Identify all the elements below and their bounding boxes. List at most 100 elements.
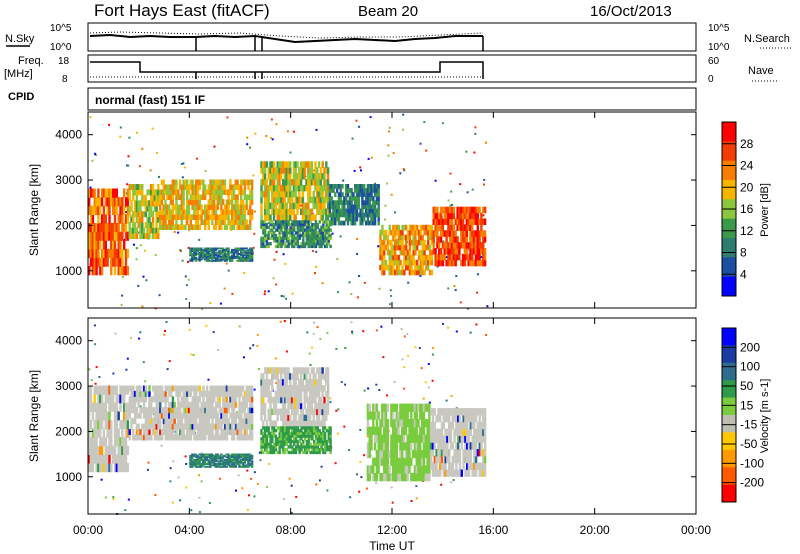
echo-cell xyxy=(241,257,245,259)
echo-cell xyxy=(164,434,167,441)
echo-cell xyxy=(141,390,144,397)
echo-cell xyxy=(135,390,139,397)
echo-cell xyxy=(119,231,122,241)
echo-cell xyxy=(271,236,274,240)
echo-cell xyxy=(346,188,350,193)
echo-cell xyxy=(205,396,209,403)
echo-cell xyxy=(260,396,263,404)
echo-cell xyxy=(419,259,423,266)
echo-cell xyxy=(301,408,305,416)
echo-cell xyxy=(135,385,139,392)
echo-cell xyxy=(335,216,339,222)
echo-cell xyxy=(193,204,196,210)
echo-cell xyxy=(461,218,465,225)
echo-cell xyxy=(227,253,230,255)
echo-cell xyxy=(287,414,290,421)
cpid-panel xyxy=(87,87,697,111)
echo-cell xyxy=(455,442,458,450)
echo-cell xyxy=(314,220,318,224)
echo-cell xyxy=(317,184,321,192)
echo-cell xyxy=(458,242,461,249)
echo-cell xyxy=(236,251,239,254)
echo-cell xyxy=(379,229,382,236)
echo-cell xyxy=(160,429,164,435)
echo-cell xyxy=(393,473,397,482)
echo-cell xyxy=(214,209,218,215)
echo-cell xyxy=(177,434,180,441)
echo-cell xyxy=(137,412,140,419)
echo-cell xyxy=(417,239,421,246)
echo-cell xyxy=(271,434,274,438)
echo-cell xyxy=(298,228,301,232)
echo-cell xyxy=(480,259,483,267)
echo-cell xyxy=(99,205,102,215)
echo-cell xyxy=(469,442,472,450)
echo-cell xyxy=(326,179,330,186)
echo-cell xyxy=(300,233,303,238)
echo-cell xyxy=(273,426,276,430)
echo-cell xyxy=(155,434,158,441)
echo-cell xyxy=(289,167,292,174)
echo-cell xyxy=(302,431,305,435)
echo-cell xyxy=(262,434,265,438)
echo-cell xyxy=(177,224,180,230)
echo-cell xyxy=(421,426,424,435)
echo-cell xyxy=(168,434,171,441)
echo-cell xyxy=(474,242,478,249)
echo-cell xyxy=(263,390,267,398)
echo-cell xyxy=(148,216,151,223)
echo-cell xyxy=(200,401,203,408)
echo-cell xyxy=(99,385,102,395)
noise-cell xyxy=(466,191,469,194)
echo-cell xyxy=(322,439,325,444)
echo-cell xyxy=(262,396,265,404)
echo-cell xyxy=(249,219,252,225)
noise-cell xyxy=(166,368,169,371)
echo-cell xyxy=(283,431,287,435)
echo-cell xyxy=(281,184,285,192)
echo-cell xyxy=(182,224,185,230)
echo-cell xyxy=(320,242,323,246)
noise-cell xyxy=(427,363,430,365)
echo-cell xyxy=(173,412,176,419)
echo-cell xyxy=(113,257,117,267)
echo-cell xyxy=(405,239,408,246)
echo-cell xyxy=(280,379,283,386)
echo-cell xyxy=(100,454,104,464)
echo-cell xyxy=(216,184,219,190)
echo-cell xyxy=(202,459,205,461)
echo-cell xyxy=(207,204,210,210)
echo-cell xyxy=(243,224,247,230)
echo-cell xyxy=(292,367,296,374)
echo-cell xyxy=(189,390,193,397)
echo-cell xyxy=(214,464,218,467)
echo-cell xyxy=(386,244,390,251)
echo-cell xyxy=(449,230,452,237)
echo-cell xyxy=(260,445,263,449)
echo-cell xyxy=(119,402,122,412)
echo-cell xyxy=(225,224,228,230)
echo-cell xyxy=(274,396,278,404)
echo-cell xyxy=(225,209,228,215)
echo-cell xyxy=(312,202,315,210)
echo-cell xyxy=(182,385,185,392)
echo-cell xyxy=(474,449,478,457)
echo-cell xyxy=(283,208,287,215)
noise-cell xyxy=(135,258,138,261)
echo-cell xyxy=(100,266,104,276)
echo-cell xyxy=(410,269,413,276)
echo-cell xyxy=(316,184,319,192)
echo-cell xyxy=(198,418,202,425)
echo-cell xyxy=(292,214,296,221)
echo-cell xyxy=(300,242,303,246)
echo-cell xyxy=(141,423,144,430)
echo-cell xyxy=(151,194,155,201)
echo-cell xyxy=(271,396,274,404)
echo-cell xyxy=(274,402,278,410)
echo-cell xyxy=(448,462,451,470)
echo-cell xyxy=(440,455,444,464)
echo-cell xyxy=(245,434,248,441)
echo-cell xyxy=(220,434,223,441)
echo-cell xyxy=(480,435,483,443)
echo-cell xyxy=(241,224,245,230)
